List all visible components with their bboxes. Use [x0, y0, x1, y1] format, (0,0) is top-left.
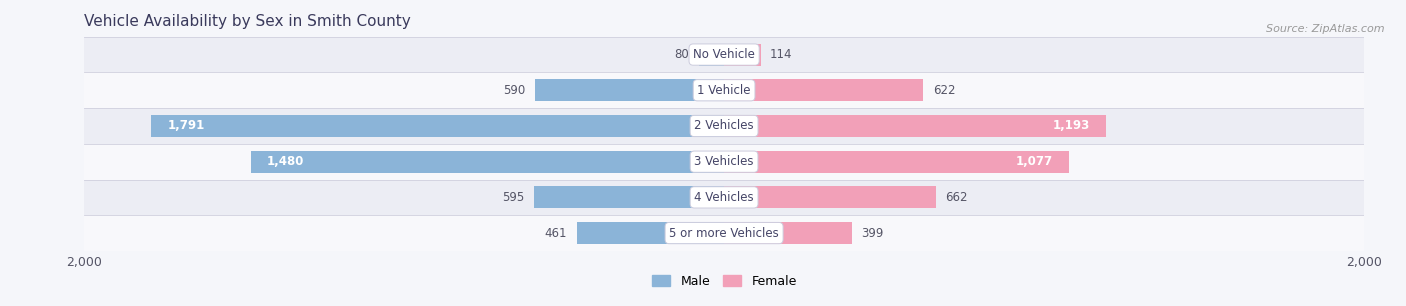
- Bar: [84, 37, 1364, 73]
- Text: 2 Vehicles: 2 Vehicles: [695, 119, 754, 132]
- Text: Vehicle Availability by Sex in Smith County: Vehicle Availability by Sex in Smith Cou…: [84, 13, 411, 28]
- Bar: [699, 43, 724, 66]
- Text: 1,791: 1,791: [167, 119, 204, 132]
- Bar: [724, 222, 852, 244]
- Bar: [724, 79, 924, 101]
- Text: 461: 461: [544, 226, 567, 240]
- Text: 622: 622: [932, 84, 955, 97]
- Text: 399: 399: [862, 226, 884, 240]
- Legend: Male, Female: Male, Female: [648, 271, 800, 292]
- Bar: [250, 151, 724, 173]
- Bar: [576, 222, 724, 244]
- Bar: [84, 144, 1364, 180]
- Text: 1,077: 1,077: [1015, 155, 1053, 168]
- Text: 662: 662: [945, 191, 967, 204]
- Text: 1 Vehicle: 1 Vehicle: [697, 84, 751, 97]
- Bar: [724, 151, 1069, 173]
- Text: 5 or more Vehicles: 5 or more Vehicles: [669, 226, 779, 240]
- Text: 114: 114: [770, 48, 793, 61]
- Text: No Vehicle: No Vehicle: [693, 48, 755, 61]
- Text: 595: 595: [502, 191, 524, 204]
- Bar: [84, 73, 1364, 108]
- Bar: [84, 108, 1364, 144]
- Bar: [724, 115, 1105, 137]
- Text: 1,480: 1,480: [267, 155, 304, 168]
- Bar: [724, 43, 761, 66]
- Bar: [84, 180, 1364, 215]
- Text: 80: 80: [673, 48, 689, 61]
- Bar: [534, 186, 724, 208]
- Text: 4 Vehicles: 4 Vehicles: [695, 191, 754, 204]
- Text: 590: 590: [503, 84, 526, 97]
- Bar: [152, 115, 724, 137]
- Text: Source: ZipAtlas.com: Source: ZipAtlas.com: [1267, 24, 1385, 35]
- Text: 1,193: 1,193: [1053, 119, 1090, 132]
- Text: 3 Vehicles: 3 Vehicles: [695, 155, 754, 168]
- Bar: [724, 186, 936, 208]
- Bar: [536, 79, 724, 101]
- Bar: [84, 215, 1364, 251]
